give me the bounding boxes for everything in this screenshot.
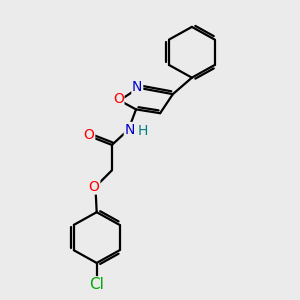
- Text: H: H: [137, 124, 148, 138]
- Text: N: N: [132, 80, 142, 94]
- Text: O: O: [89, 180, 100, 194]
- Text: Cl: Cl: [89, 277, 104, 292]
- Text: O: O: [113, 92, 124, 106]
- Text: N: N: [124, 123, 135, 137]
- Text: O: O: [84, 128, 94, 142]
